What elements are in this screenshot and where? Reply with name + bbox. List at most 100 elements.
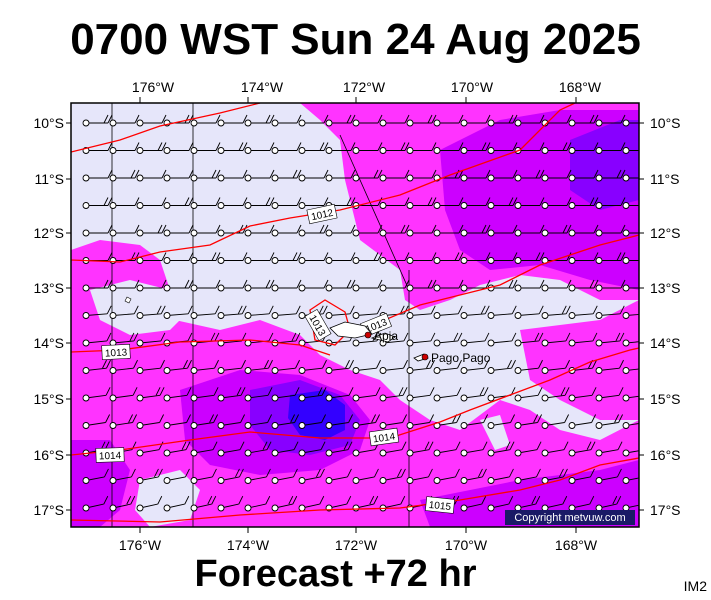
svg-text:1015: 1015 <box>428 500 452 513</box>
wind-barb <box>514 414 543 429</box>
wind-barb <box>82 332 112 347</box>
wind-barb <box>460 387 489 402</box>
isobar-label-1014-west: 1014 <box>95 447 125 463</box>
wind-barb <box>109 359 138 374</box>
wind-barb <box>541 414 570 429</box>
wind-barb <box>487 414 516 429</box>
wind-barb <box>271 441 299 457</box>
wind-barb <box>163 495 190 512</box>
wind-barb <box>406 468 433 484</box>
wind-barb <box>541 359 570 374</box>
wind-barb <box>622 174 639 182</box>
wind-barb <box>433 224 464 237</box>
wind-barb <box>325 305 355 319</box>
wind-barb <box>82 414 111 429</box>
wind-barb <box>568 197 599 209</box>
wind-barb <box>406 441 434 457</box>
wind-barb <box>622 257 639 264</box>
wind-barb <box>460 332 490 347</box>
wind-barb <box>460 279 491 292</box>
places: Apia Pago Pago <box>124 296 491 365</box>
wind-barb <box>595 224 626 237</box>
wind-barb <box>271 305 301 319</box>
wind-barb <box>514 142 545 154</box>
wind-barb <box>622 284 639 292</box>
svg-text:1014: 1014 <box>372 431 396 445</box>
wind-barb <box>109 414 138 429</box>
lat-label: 15°S <box>650 391 681 407</box>
wind-barb <box>82 197 113 209</box>
wind-barb <box>136 279 167 292</box>
wind-barb <box>595 332 625 347</box>
wind-barb <box>325 414 354 429</box>
lat-label: 13°S <box>650 280 681 296</box>
wind-barb <box>406 279 437 292</box>
wind-barb <box>433 332 463 347</box>
wind-barb <box>271 387 300 402</box>
wind-barb <box>298 441 326 457</box>
wind-barb <box>298 114 329 127</box>
wind-barb <box>406 224 437 237</box>
wind-barb <box>541 197 572 209</box>
wind-barb <box>595 142 626 154</box>
wind-barb <box>136 387 165 402</box>
wind-barb <box>433 114 464 127</box>
wind-barb <box>244 441 272 457</box>
wind-barb <box>622 367 639 374</box>
wind-barb <box>622 339 639 347</box>
wind-barb <box>487 441 515 457</box>
wind-barb <box>190 387 219 402</box>
wind-barb <box>568 142 599 154</box>
wind-barb <box>514 387 543 402</box>
wind-barb <box>82 224 113 237</box>
svg-text:1012: 1012 <box>310 208 334 223</box>
wind-barb <box>514 468 541 484</box>
wind-barb <box>298 468 325 484</box>
wind-barb <box>136 197 167 209</box>
wind-barb <box>244 279 275 292</box>
wind-barb <box>136 224 167 237</box>
wind-barb <box>163 169 194 182</box>
wind-barb <box>568 114 599 127</box>
wind-barb <box>379 224 410 237</box>
wind-barb <box>433 468 460 484</box>
lat-label: 10°S <box>650 115 681 131</box>
wind-barb <box>82 169 113 182</box>
precip-heavy-northeast <box>570 120 639 210</box>
wind-barb-layer <box>82 114 639 512</box>
wind-barb <box>541 114 572 127</box>
wind-barb <box>433 305 463 319</box>
isobar-1014 <box>71 347 639 456</box>
lon-label: 168°W <box>555 537 598 553</box>
wind-barb <box>109 169 140 182</box>
wind-barb <box>352 387 381 402</box>
lat-label: 12°S <box>33 225 64 241</box>
wind-barb <box>487 359 516 374</box>
wind-barb <box>460 305 490 319</box>
isobar-label-1014-east: 1014 <box>368 427 400 447</box>
wind-barb <box>217 305 247 319</box>
wind-barb <box>163 359 192 374</box>
wind-barb <box>487 495 514 512</box>
lon-label: 172°W <box>335 537 378 553</box>
wind-barb <box>622 147 639 154</box>
wind-barb <box>514 359 543 374</box>
isobar-1012 <box>71 103 261 153</box>
wind-barb <box>379 359 408 374</box>
lat-label: 13°S <box>33 280 64 296</box>
wind-barb <box>460 468 487 484</box>
wind-barb <box>487 279 518 292</box>
wind-barb <box>622 119 639 127</box>
wind-barb <box>379 279 410 292</box>
wind-barb <box>298 495 325 512</box>
wind-barb <box>82 387 111 402</box>
wind-barb <box>109 279 140 292</box>
wind-barb <box>271 114 302 127</box>
lat-label: 10°S <box>33 115 64 131</box>
wind-barb <box>190 114 221 127</box>
wind-barb <box>352 114 383 127</box>
forecast-title: 0700 WST Sun 24 Aug 2025 <box>70 15 641 64</box>
wind-barb <box>568 468 595 484</box>
lon-label: 170°W <box>445 537 488 553</box>
wind-barb <box>622 202 639 209</box>
